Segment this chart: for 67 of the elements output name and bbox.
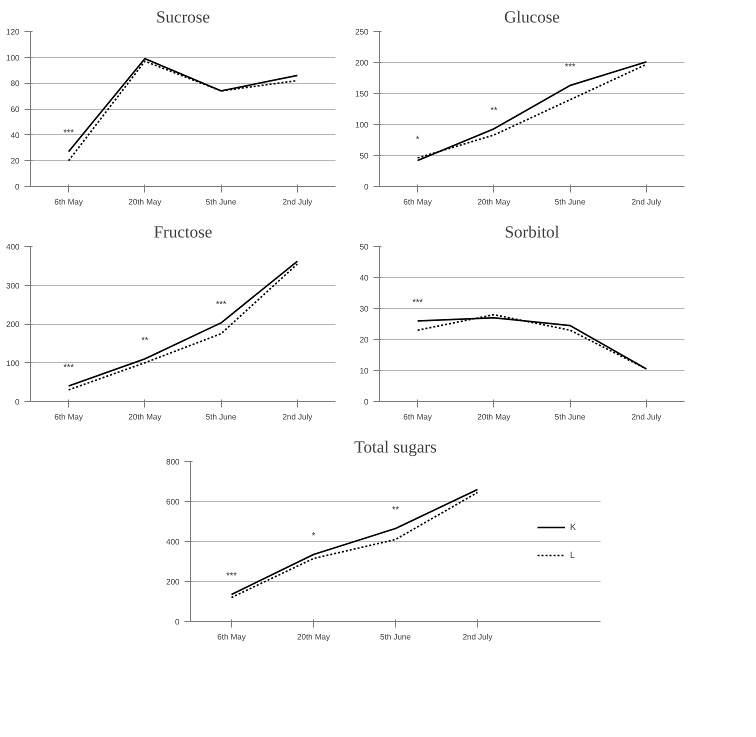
- y-tick-label: 40: [10, 130, 20, 140]
- x-tick-label: 2nd July: [282, 412, 312, 422]
- y-tick-label: 200: [355, 58, 370, 68]
- x-tick-label: 6th May: [54, 412, 83, 422]
- y-tick-label: 60: [10, 105, 20, 114]
- y-tick-label: 50: [360, 152, 370, 160]
- y-tick-label: 40: [360, 274, 370, 282]
- annotation: ***: [564, 61, 576, 72]
- y-tick-label: 250: [355, 28, 370, 36]
- chart-title: Fructose: [154, 222, 212, 242]
- y-tick-label: 100: [6, 358, 20, 368]
- legend-label: L: [570, 550, 576, 560]
- x-tick-label: 5th June: [554, 412, 586, 422]
- y-tick-label: 400: [166, 538, 180, 546]
- y-tick-label: 100: [355, 120, 370, 130]
- annotation: ***: [63, 128, 74, 138]
- y-tick-label: 0: [364, 182, 370, 192]
- y-tick-label: 300: [6, 281, 20, 290]
- y-tick-label: 10: [360, 366, 370, 376]
- annotation: **: [141, 334, 149, 345]
- x-tick-label: 2nd July: [462, 632, 492, 642]
- annotation: ***: [412, 296, 424, 307]
- y-tick-label: 50: [360, 242, 370, 252]
- y-tick-label: 20: [10, 156, 20, 166]
- y-tick-label: 0: [15, 182, 20, 192]
- x-tick-label: 5th June: [380, 632, 412, 642]
- x-tick-label: 20th May: [477, 412, 510, 422]
- annotation: ***: [226, 570, 238, 580]
- legend-label: K: [570, 522, 578, 532]
- x-tick-label: 6th May: [54, 198, 83, 206]
- y-tick-label: 100: [6, 53, 20, 62]
- annotation: **: [490, 104, 498, 115]
- y-tick-label: 150: [355, 90, 370, 98]
- y-tick-label: 200: [166, 578, 180, 586]
- y-tick-label: 600: [166, 498, 180, 506]
- y-tick-label: 0: [175, 618, 180, 626]
- y-tick-label: 80: [10, 79, 20, 88]
- annotation: *: [312, 530, 316, 540]
- x-tick-label: 2nd July: [631, 198, 662, 206]
- y-tick-label: 400: [6, 242, 20, 252]
- y-tick-label: 0: [364, 398, 370, 406]
- y-tick-label: 0: [15, 398, 20, 406]
- x-tick-label: 2nd July: [282, 198, 312, 206]
- chart-title: Glucose: [504, 8, 560, 26]
- x-tick-label: 6th May: [217, 632, 246, 642]
- x-tick-label: 20th May: [297, 632, 330, 642]
- y-tick-label: 30: [360, 304, 370, 314]
- y-tick-label: 200: [6, 320, 20, 329]
- x-tick-label: 6th May: [403, 198, 432, 206]
- y-tick-label: 20: [360, 336, 370, 344]
- x-tick-label: 20th May: [477, 198, 510, 206]
- x-tick-label: 6th May: [403, 412, 432, 422]
- annotation: **: [392, 504, 400, 514]
- y-tick-label: 800: [166, 458, 180, 466]
- chart-title: Sucrose: [156, 8, 210, 26]
- chart-title: Total sugars: [354, 438, 437, 456]
- x-tick-label: 5th June: [206, 198, 238, 206]
- x-tick-label: 5th June: [554, 198, 586, 206]
- x-tick-label: 2nd July: [631, 412, 662, 422]
- x-tick-label: 20th May: [128, 198, 162, 206]
- annotation: *: [416, 134, 420, 144]
- annotation: ***: [216, 298, 227, 309]
- x-tick-label: 20th May: [128, 412, 162, 422]
- annotation: ***: [63, 362, 74, 372]
- y-tick-label: 120: [6, 28, 20, 36]
- x-tick-label: 5th June: [206, 412, 238, 422]
- chart-title: Sorbitol: [504, 222, 560, 242]
